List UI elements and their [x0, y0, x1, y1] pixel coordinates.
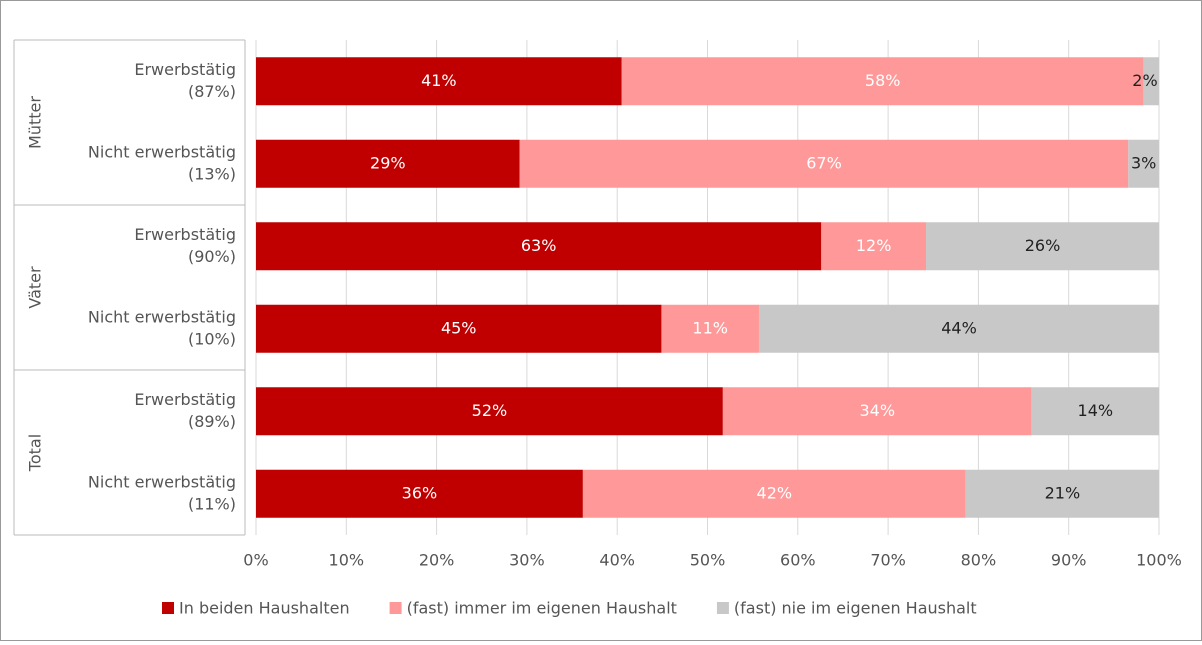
bar-segment	[256, 139, 520, 188]
value-label: 67%	[806, 153, 842, 172]
category-label: Erwerbstätig	[134, 390, 236, 409]
category-label: Nicht erwerbstätig	[88, 472, 236, 491]
category-label: (13%)	[188, 164, 236, 183]
x-tick-label: 10%	[329, 551, 365, 570]
bar-segment	[621, 57, 1144, 106]
x-tick-label: 90%	[1051, 551, 1087, 570]
bar-segment	[519, 139, 1129, 188]
category-label: Erwerbstätig	[134, 60, 236, 79]
group-label: Mütter	[26, 96, 45, 149]
value-label: 45%	[441, 318, 477, 337]
bar-segment	[661, 304, 759, 353]
bar-segment	[256, 57, 622, 106]
category-label: (90%)	[188, 247, 236, 266]
bar-segment	[1143, 57, 1159, 106]
x-tick-label: 40%	[599, 551, 635, 570]
category-label: Nicht erwerbstätig	[88, 307, 236, 326]
value-label: 3%	[1131, 153, 1156, 172]
value-label: 26%	[1025, 236, 1061, 255]
legend-label: (fast) immer im eigenen Haushalt	[407, 599, 677, 618]
x-tick-label: 100%	[1136, 551, 1182, 570]
value-label: 29%	[370, 153, 406, 172]
x-tick-label: 70%	[870, 551, 906, 570]
bar-segment	[821, 222, 927, 271]
category-label: Nicht erwerbstätig	[88, 142, 236, 161]
x-tick-label: 0%	[243, 551, 268, 570]
value-label: 41%	[421, 71, 457, 90]
bar-segment	[1031, 387, 1159, 436]
x-tick-label: 50%	[690, 551, 726, 570]
value-label: 11%	[692, 318, 728, 337]
category-label: (11%)	[188, 494, 236, 513]
bar-segment	[1128, 139, 1159, 188]
bar-segment	[582, 469, 966, 518]
value-label: 21%	[1045, 483, 1081, 502]
x-tick-label: 80%	[961, 551, 997, 570]
value-label: 58%	[865, 71, 901, 90]
x-tick-label: 30%	[509, 551, 545, 570]
value-label: 34%	[859, 401, 895, 420]
value-label: 42%	[757, 483, 793, 502]
bar-segment	[965, 469, 1159, 518]
bar-segment	[256, 222, 822, 271]
legend-label: In beiden Haushalten	[179, 599, 350, 618]
bar-segment	[256, 387, 723, 436]
category-label: Erwerbstätig	[134, 225, 236, 244]
category-label: (89%)	[188, 412, 236, 431]
value-label: 14%	[1078, 401, 1114, 420]
legend-swatch	[162, 602, 174, 614]
bar-segment	[722, 387, 1032, 436]
group-label: Väter	[26, 266, 45, 309]
bar-segment	[758, 304, 1159, 353]
value-label: 44%	[941, 318, 977, 337]
legend-swatch	[389, 602, 402, 614]
value-label: 12%	[856, 236, 892, 255]
value-label: 2%	[1132, 71, 1157, 90]
value-label: 63%	[521, 236, 557, 255]
x-tick-label: 20%	[419, 551, 455, 570]
category-label: (10%)	[188, 329, 236, 348]
category-label: (87%)	[188, 82, 236, 101]
legend-swatch	[716, 602, 729, 614]
group-label: Total	[26, 434, 45, 472]
bar-segment	[256, 304, 662, 353]
bar-segment	[256, 469, 583, 518]
bar-segment	[926, 222, 1159, 271]
value-label: 36%	[402, 483, 438, 502]
value-label: 52%	[472, 401, 508, 420]
legend-label: (fast) nie im eigenen Haushalt	[734, 599, 977, 618]
x-tick-label: 60%	[780, 551, 816, 570]
